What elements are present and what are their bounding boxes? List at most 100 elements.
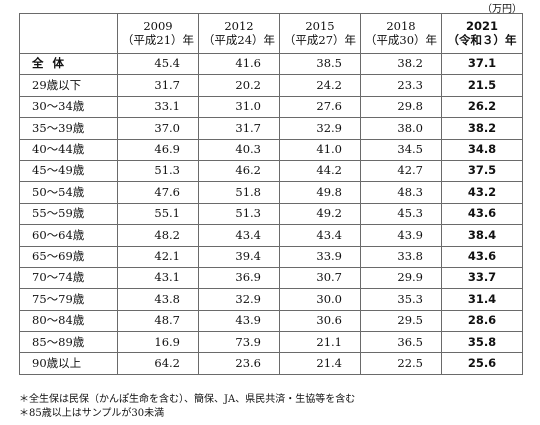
value-cell: 49.2 [279,202,361,226]
column-year: 2015 [305,19,335,34]
value-cell: 35.8 [441,331,523,354]
value-cell: 37.1 [441,52,523,76]
column-era: （平成24）年 [202,32,276,47]
value-cell: 44.2 [279,159,361,183]
value-cell: 29.8 [360,95,442,119]
row-label: 90歳以上 [19,352,118,375]
row-label: 全体 [19,52,118,76]
column-year: 2018 [386,19,416,34]
value-cell: 30.6 [279,309,361,333]
table-row: 29歳以下 31.7 20.2 24.2 23.3 21.5 [19,74,523,97]
value-cell: 31.0 [198,95,280,119]
table-body: 全体 45.4 41.6 38.5 38.2 37.1 29歳以下 31.7 20.2 24.2 2… [19,52,523,375]
column-era: （平成27）年 [283,32,357,47]
value-cell: 23.6 [198,352,280,375]
value-cell: 30.0 [279,288,361,311]
row-label: 30～34歳 [19,95,118,119]
row-label: 70～74歳 [19,266,118,290]
row-label: 85～89歳 [19,331,118,354]
value-cell: 21.1 [279,331,361,354]
value-cell: 49.8 [279,181,361,204]
value-cell: 48.3 [360,181,442,204]
value-cell: 41.6 [198,52,280,76]
value-cell: 46.9 [117,138,199,161]
value-cell: 51.3 [117,159,199,183]
column-header: 2021 （令和３）年 [441,13,523,54]
table-row: 35～39歳 37.0 31.7 32.9 38.0 38.2 [19,117,523,140]
value-cell: 43.8 [117,288,199,311]
premium-by-age-table: 2009 （平成21）年 2012 （平成24）年 2015 （平成27）年 2… [19,13,523,375]
value-cell: 64.2 [117,352,199,375]
value-cell: 35.3 [360,288,442,311]
row-label: 60～64歳 [19,224,118,247]
value-cell: 36.9 [198,266,280,290]
value-cell: 37.0 [117,117,199,140]
column-header: 2018 （平成30）年 [360,13,442,54]
value-cell: 34.8 [441,138,523,161]
row-label: 80～84歳 [19,309,118,333]
column-header: 2015 （平成27）年 [279,13,361,54]
table-row: 90歳以上 64.2 23.6 21.4 22.5 25.6 [19,352,523,375]
value-cell: 16.9 [117,331,199,354]
table-row: 45～49歳 51.3 46.2 44.2 42.7 37.5 [19,159,523,183]
value-cell: 33.7 [441,266,523,290]
value-cell: 20.2 [198,74,280,97]
table-row: 75～79歳 43.8 32.9 30.0 35.3 31.4 [19,288,523,311]
value-cell: 73.9 [198,331,280,354]
column-era: （平成21）年 [121,32,195,47]
row-label: 55～59歳 [19,202,118,226]
value-cell: 51.3 [198,202,280,226]
column-header: 2009 （平成21）年 [117,13,199,54]
value-cell: 41.0 [279,138,361,161]
value-cell: 38.4 [441,224,523,247]
value-cell: 38.5 [279,52,361,76]
value-cell: 42.1 [117,245,199,268]
value-cell: 43.2 [441,181,523,204]
value-cell: 45.3 [360,202,442,226]
table-row: 30～34歳 33.1 31.0 27.6 29.8 26.2 [19,95,523,119]
footnote: ＊全生保は民保（かんぽ生命を含む）、簡保、JA、県民共済・生協等を含む [19,394,356,405]
value-cell: 21.4 [279,352,361,375]
value-cell: 25.6 [441,352,523,375]
header-corner [19,13,118,54]
column-year: 2009 [143,19,173,34]
table-row: 40～44歳 46.9 40.3 41.0 34.5 34.8 [19,138,523,161]
table-row: 85～89歳 16.9 73.9 21.1 36.5 35.8 [19,331,523,354]
footnotes: ＊全生保は民保（かんぽ生命を含む）、簡保、JA、県民共済・生協等を含む ＊85歳… [19,393,355,421]
table-row: 70～74歳 43.1 36.9 30.7 29.9 33.7 [19,266,523,290]
value-cell: 32.9 [198,288,280,311]
row-label: 35～39歳 [19,117,118,140]
value-cell: 31.7 [117,74,199,97]
value-cell: 26.2 [441,95,523,119]
value-cell: 43.4 [198,224,280,247]
row-label: 29歳以下 [19,74,118,97]
value-cell: 29.5 [360,309,442,333]
table-row-total: 全体 45.4 41.6 38.5 38.2 37.1 [19,52,523,76]
value-cell: 37.5 [441,159,523,183]
column-year: 2012 [224,19,254,34]
value-cell: 24.2 [279,74,361,97]
value-cell: 43.6 [441,202,523,226]
column-header: 2012 （平成24）年 [198,13,280,54]
header-row: 2009 （平成21）年 2012 （平成24）年 2015 （平成27）年 2… [19,13,523,54]
value-cell: 33.8 [360,245,442,268]
value-cell: 55.1 [117,202,199,226]
value-cell: 43.9 [198,309,280,333]
value-cell: 23.3 [360,74,442,97]
row-label: 50～54歳 [19,181,118,204]
value-cell: 31.7 [198,117,280,140]
value-cell: 29.9 [360,266,442,290]
value-cell: 43.1 [117,266,199,290]
value-cell: 40.3 [198,138,280,161]
unit-label: （万円） [482,4,522,15]
value-cell: 27.6 [279,95,361,119]
footnote: ＊85歳以上はサンプルが30未満 [19,408,165,419]
value-cell: 48.7 [117,309,199,333]
value-cell: 48.2 [117,224,199,247]
column-year: 2021 [465,19,498,34]
value-cell: 38.0 [360,117,442,140]
value-cell: 43.6 [441,245,523,268]
row-label: 45～49歳 [19,159,118,183]
value-cell: 46.2 [198,159,280,183]
row-label: 40～44歳 [19,138,118,161]
